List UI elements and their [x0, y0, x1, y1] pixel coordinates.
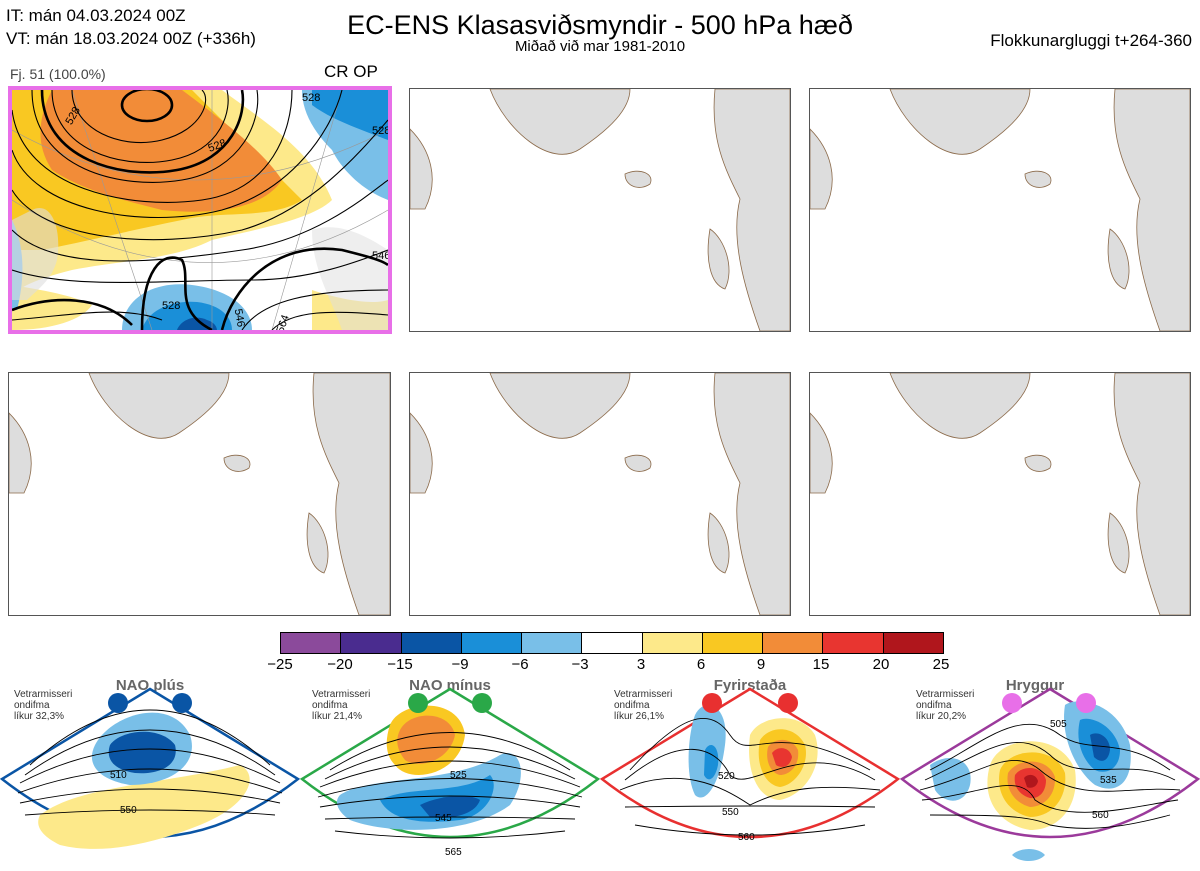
regime-probability: líkur 20,2% [916, 711, 967, 722]
cluster-map-4[interactable] [8, 372, 391, 616]
colorbar-tick: −6 [511, 656, 529, 673]
colorbar-swatch [702, 633, 764, 653]
regime-info: Vetrarmisseri ondifma líkur 32,3% [14, 689, 72, 722]
contour-label: 528 [372, 125, 391, 137]
header-times: IT: mán 04.03.2024 00Z VT: mán 18.03.202… [6, 4, 256, 50]
contour-label: 505 [1050, 719, 1067, 730]
colorbar-swatch [823, 633, 884, 653]
contour-label: 528 [302, 92, 321, 104]
colorbar-tick: −25 [267, 656, 293, 673]
regime-title: Fyrirstaða [713, 677, 787, 694]
page-title: EC-ENS Klasasviðsmyndir - 500 hPa hæð [347, 10, 853, 40]
colorbar-swatch [763, 633, 824, 653]
colorbar-tick: 25 [932, 656, 950, 673]
regime-info-line: ondifma [614, 700, 650, 711]
contour-label: 550 [120, 805, 137, 816]
regime-blocking: Vetrarmisseri ondifma líkur 26,1% Fyrirs… [600, 675, 900, 871]
regime-map [0, 687, 300, 849]
colorbar-tick: −9 [451, 656, 469, 673]
cluster-map-5[interactable] [409, 372, 791, 616]
valid-time: VT: mán 18.03.2024 00Z (+336h) [6, 29, 256, 48]
regime-probability: líkur 21,4% [312, 711, 363, 722]
page-subtitle: Miðað við mar 1981-2010 [514, 38, 686, 55]
regime-probability: líkur 32,3% [14, 711, 65, 722]
regime-nao-plus: Vetrarmisseri ondifma líkur 32,3% NAO pl… [0, 675, 300, 871]
contour-label: 560 [738, 832, 755, 843]
colorbar-swatch [461, 633, 523, 653]
regime-info-line: Vetrarmisseri [916, 689, 975, 700]
colorbar-swatch [341, 633, 402, 653]
regime-info-line: ondifma [916, 700, 952, 711]
contour-label: 535 [1100, 775, 1117, 786]
basemap [9, 373, 390, 615]
regime-title: NAO plús [115, 677, 185, 694]
colorbar-tick: −15 [387, 656, 413, 673]
colorbar-swatch [522, 633, 583, 653]
classification-window: Flokkunargluggi t+264-360 [990, 31, 1192, 50]
colorbar-swatch [642, 633, 703, 653]
regime-map [300, 687, 600, 839]
colorbar-tick: −20 [327, 656, 353, 673]
cluster-map-2[interactable] [409, 88, 791, 332]
contour-label: 545 [435, 813, 452, 824]
cluster-map-1[interactable]: 528 528 528 546 528 546 564 528 [8, 86, 392, 334]
regime-nao-minus: Vetrarmisseri ondifma líkur 21,4% NAO mí… [300, 675, 600, 871]
regime-info: Vetrarmisseri ondifma líkur 21,4% [312, 689, 370, 722]
contour-label: 560 [1092, 810, 1109, 821]
contour-label: 520 [718, 771, 735, 782]
colorbar-tick: 9 [756, 656, 766, 673]
colorbar-tick: 6 [696, 656, 706, 673]
colorbar-swatch [401, 633, 462, 653]
regime-info: Vetrarmisseri ondifma líkur 26,1% [614, 689, 672, 722]
regime-map [900, 687, 1200, 861]
contour-label: 550 [722, 807, 739, 818]
contour-label: 525 [450, 770, 467, 781]
regime-map [600, 687, 900, 839]
regime-ridge: Vetrarmisseri ondifma líkur 20,2% Hryggu… [900, 675, 1200, 871]
regime-info-line: ondifma [312, 700, 348, 711]
regime-info: Vetrarmisseri ondifma líkur 20,2% [916, 689, 974, 722]
basemap [810, 373, 1190, 615]
regime-title: NAO mínus [409, 677, 491, 694]
basemap [410, 89, 790, 331]
colorbar [280, 632, 944, 654]
colorbar-swatch [883, 633, 943, 653]
regime-info-line: ondifma [14, 700, 50, 711]
regime-info-line: Vetrarmisseri [14, 689, 73, 700]
basemap [810, 89, 1190, 331]
contour-label: 565 [445, 847, 462, 858]
regime-probability: líkur 26,1% [614, 711, 665, 722]
init-time: IT: mán 04.03.2024 00Z [6, 6, 186, 25]
panel-code: CR OP [324, 62, 378, 81]
cluster-map-6[interactable] [809, 372, 1191, 616]
colorbar-tick: 15 [812, 656, 830, 673]
cluster-map-1-svg [12, 90, 388, 330]
colorbar-swatch [582, 633, 643, 653]
contour-label: 510 [110, 770, 127, 781]
colorbar-tick: 20 [872, 656, 890, 673]
basemap [410, 373, 790, 615]
panel-member-count: Fj. 51 (100.0%) [10, 66, 106, 82]
regime-info-line: Vetrarmisseri [312, 689, 371, 700]
regime-info-line: Vetrarmisseri [614, 689, 673, 700]
contour-label: 546 [372, 250, 391, 262]
colorbar-swatch [281, 633, 342, 653]
contour-label: 528 [162, 300, 181, 312]
colorbar-tick: −3 [571, 656, 589, 673]
colorbar-tick: 3 [636, 656, 646, 673]
cluster-map-3[interactable] [809, 88, 1191, 332]
